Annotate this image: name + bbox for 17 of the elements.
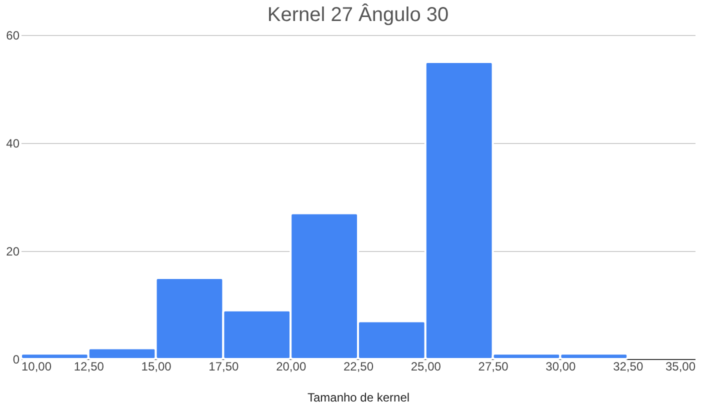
x-tick-label: 15,00 (141, 360, 172, 374)
y-tick-label: 60 (6, 28, 20, 42)
x-tick-label: 35,00 (665, 360, 696, 374)
x-tick-label: 30,00 (546, 360, 576, 374)
x-tick-label: 32,50 (613, 360, 644, 374)
y-tick-label: 40 (6, 136, 20, 150)
x-tick-label: 20,00 (276, 360, 306, 374)
x-tick-label: 22,50 (343, 360, 374, 374)
x-tick-label: 27,50 (478, 360, 509, 374)
x-tick-label: 25,00 (410, 360, 442, 374)
x-tick-label: 12,50 (74, 360, 104, 374)
x-tick-label: 17,50 (208, 360, 240, 374)
y-tick-label: 20 (6, 244, 20, 258)
x-axis-title: Tamanho de kernel (307, 390, 410, 404)
x-tick-label: 10,00 (22, 360, 52, 374)
chart-title: Kernel 27 Ângulo 30 (267, 3, 449, 26)
y-tick-label: 0 (12, 352, 20, 366)
